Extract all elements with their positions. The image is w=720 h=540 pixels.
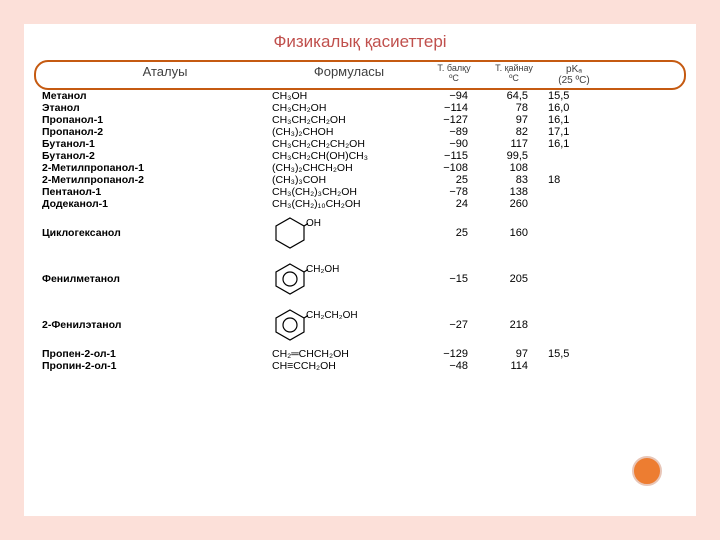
table-row: Додеканол-1CH₃(CH₂)₁₀CH₂OH24260: [34, 198, 686, 210]
hdr-bp: Т. қайнауºС: [484, 64, 544, 86]
table-row: МетанолCH₃OH−9464,515,5: [34, 90, 686, 102]
table-row: 2-ФенилэтанолCH₂CH₂OH−27218: [34, 302, 686, 348]
hdr-pka: рKₐ(25 ºС): [544, 64, 604, 86]
hdr-formula: Формуласы: [274, 64, 424, 86]
cyclohexane-icon: [272, 216, 308, 250]
phenyl-icon: [272, 262, 308, 296]
page-title: Физикалық қасиеттері: [34, 32, 686, 52]
table-row: Пропанол-2(CH₃)₂CHOH−898217,1: [34, 126, 686, 138]
hdr-name: Аталуы: [44, 64, 274, 86]
hdr-mp: Т. балқуºС: [424, 64, 484, 86]
phenyl-icon: [272, 308, 308, 342]
table-row: 2-Метилпропанол-2(CH₃)₃COH258318: [34, 174, 686, 186]
table-row: Пропин-2-ол-1CH≡CCH₂OH−48114: [34, 360, 686, 372]
table-row: Пропен-2-ол-1CH₂═CHCH₂OH−1299715,5: [34, 348, 686, 360]
table-row: Бутанол-1CH₃CH₂CH₂CH₂OH−9011716,1: [34, 138, 686, 150]
table-row: 2-Метилпропанол-1(CH₃)₂CHCH₂OH−108108: [34, 162, 686, 174]
table-row: Пентанол-1CH₃(CH₂)₃CH₂OH−78138: [34, 186, 686, 198]
table-row: Пропанол-1CH₃CH₂CH₂OH−1279716,1: [34, 114, 686, 126]
table-row: ФенилметанолCH₂OH−15205: [34, 256, 686, 302]
table-row: ЭтанолCH₃CH₂OH−1147816,0: [34, 102, 686, 114]
table-row: Бутанол-2CH₃CH₂CH(OH)CH₃−11599,5: [34, 150, 686, 162]
nav-circle-icon[interactable]: [632, 456, 662, 486]
table-row: ЦиклогексанолOH25160: [34, 210, 686, 256]
table-header: Аталуы Формуласы Т. балқуºС Т. қайнауºС …: [34, 60, 686, 90]
